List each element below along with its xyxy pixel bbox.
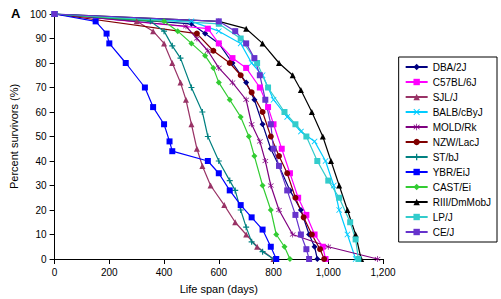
svg-text:30: 30 — [35, 180, 47, 191]
svg-text:100: 100 — [30, 9, 47, 20]
svg-text:SJL/J: SJL/J — [433, 92, 458, 103]
svg-text:CAST/Ei: CAST/Ei — [433, 182, 471, 193]
svg-text:DBA/2J: DBA/2J — [433, 62, 467, 73]
svg-text:C57BL/6J: C57BL/6J — [433, 77, 477, 88]
svg-text:800: 800 — [265, 267, 282, 278]
svg-text:A: A — [11, 6, 21, 21]
svg-text:1,000: 1,000 — [316, 267, 341, 278]
svg-text:Life span (days): Life span (days) — [180, 283, 258, 295]
svg-text:90: 90 — [35, 33, 47, 44]
svg-text:NZW/LacJ: NZW/LacJ — [433, 137, 480, 148]
svg-text:70: 70 — [35, 82, 47, 93]
svg-text:40: 40 — [35, 156, 47, 167]
svg-text:0: 0 — [52, 267, 58, 278]
svg-text:600: 600 — [210, 267, 227, 278]
svg-text:YBR/EiJ: YBR/EiJ — [433, 167, 470, 178]
svg-text:ST/bJ: ST/bJ — [433, 152, 459, 163]
svg-text:RIII/DmMobJ: RIII/DmMobJ — [433, 197, 491, 208]
svg-text:60: 60 — [35, 107, 47, 118]
svg-text:10: 10 — [35, 229, 47, 240]
svg-text:80: 80 — [35, 58, 47, 69]
svg-text:Percent survivors (%): Percent survivors (%) — [8, 84, 20, 189]
svg-text:400: 400 — [156, 267, 173, 278]
svg-text:LP/J: LP/J — [433, 212, 453, 223]
svg-text:1,200: 1,200 — [370, 267, 395, 278]
svg-text:BALB/cByJ: BALB/cByJ — [433, 107, 483, 118]
svg-text:20: 20 — [35, 205, 47, 216]
svg-text:200: 200 — [101, 267, 118, 278]
svg-text:50: 50 — [35, 131, 47, 142]
svg-text:MOLD/Rk: MOLD/Rk — [433, 122, 478, 133]
svg-text:CE/J: CE/J — [433, 227, 455, 238]
svg-text:0: 0 — [41, 254, 47, 265]
